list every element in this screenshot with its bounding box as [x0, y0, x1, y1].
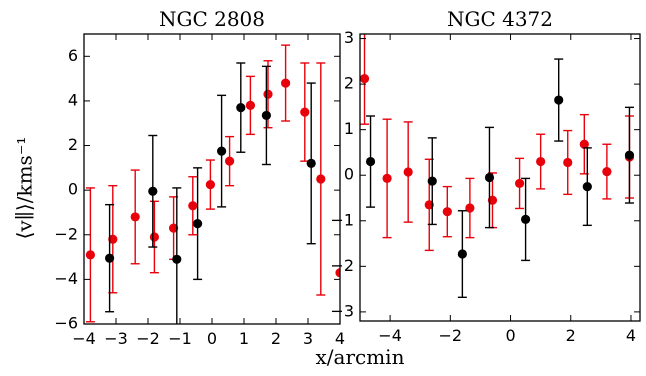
data-point [624, 150, 635, 160]
data-point [579, 139, 589, 149]
data-point [172, 254, 182, 264]
data-point [188, 201, 198, 211]
x-tick-label: 4 [626, 326, 636, 345]
data-point [261, 110, 271, 121]
x-tick-label: −1 [168, 329, 192, 348]
x-tick-label: 2 [566, 326, 576, 345]
data-point [335, 268, 340, 278]
data-point [465, 203, 475, 213]
chart-title: NGC 2808 [159, 7, 265, 31]
plot-area [360, 34, 635, 299]
data-point [236, 103, 246, 113]
data-point [205, 179, 215, 190]
data-point [108, 234, 118, 244]
x-tick-label: −4 [72, 329, 96, 348]
x-tick-label: 1 [239, 329, 249, 348]
y-tick-label: −4 [54, 269, 78, 288]
y-tick-label: 2 [344, 74, 354, 93]
y-axis-label: ⟨v∥⟩/kms⁻¹ [13, 137, 37, 240]
data-point [149, 232, 159, 242]
data-point [105, 253, 115, 263]
data-point [85, 250, 95, 260]
data-point [427, 176, 437, 186]
x-tick-label: −3 [104, 329, 128, 348]
data-point [457, 249, 467, 259]
data-point [520, 214, 531, 225]
y-tick-label: 0 [344, 165, 354, 184]
data-point [169, 223, 179, 233]
plot-frame [83, 33, 341, 325]
y-tick-label: 3 [344, 28, 354, 47]
y-tick-label: −3 [330, 301, 354, 320]
data-point [360, 74, 370, 84]
data-point [281, 78, 291, 88]
data-point [300, 107, 310, 117]
x-tick-label: 4 [335, 329, 345, 348]
x-tick-label: 2 [271, 329, 281, 348]
x-tick-label: 3 [303, 329, 313, 348]
data-point [365, 156, 376, 167]
y-tick-label: −2 [54, 224, 78, 243]
chart-title: NGC 4372 [447, 7, 553, 31]
x-tick-label: −4 [378, 326, 402, 345]
plot-area [85, 44, 340, 324]
data-point [602, 166, 612, 177]
x-tick-label: −2 [439, 326, 463, 345]
y-tick-label: 0 [68, 180, 78, 199]
data-point [245, 100, 255, 110]
data-point [403, 167, 413, 177]
y-tick-label: −6 [54, 314, 78, 333]
data-point [148, 186, 158, 196]
data-point [382, 173, 392, 184]
y-tick-label: 4 [68, 90, 78, 109]
data-point [424, 200, 434, 210]
data-point [193, 219, 203, 229]
y-tick-label: 6 [68, 46, 78, 65]
x-tick-label: −2 [136, 329, 160, 348]
data-point [130, 212, 140, 222]
plot-frame [359, 33, 641, 322]
data-point [554, 95, 564, 105]
panel-ngc-4372: NGC 4372 −4 −2 0 2 4 −3 −2 −1 0 1 2 3 [330, 7, 641, 345]
data-point [263, 89, 273, 99]
data-point [582, 182, 592, 192]
data-point [442, 207, 452, 217]
data-point [563, 157, 573, 168]
data-point [484, 172, 495, 183]
data-point [536, 156, 546, 167]
data-point [487, 195, 498, 205]
x-tick-label: 0 [505, 326, 515, 345]
y-tick-label: −2 [330, 256, 354, 275]
data-point [514, 178, 525, 189]
data-point [217, 146, 227, 156]
x-axis-label: x/arcmin [316, 345, 405, 369]
data-point [225, 156, 235, 166]
y-tick-label: −1 [330, 210, 354, 229]
data-point [306, 158, 316, 168]
x-tick-label: 0 [207, 329, 217, 348]
y-tick-label: 1 [344, 119, 354, 138]
data-point [316, 174, 326, 184]
y-tick-label: 2 [68, 135, 78, 154]
